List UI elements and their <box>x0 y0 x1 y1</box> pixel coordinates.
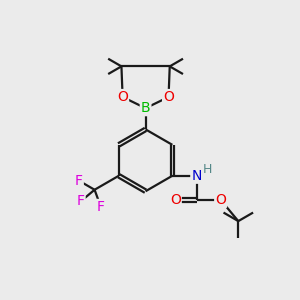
Text: H: H <box>202 163 212 176</box>
Text: B: B <box>141 101 150 115</box>
Text: O: O <box>215 193 226 207</box>
Text: O: O <box>117 90 128 104</box>
Text: O: O <box>170 193 181 207</box>
Text: F: F <box>75 174 83 188</box>
Text: O: O <box>163 90 174 104</box>
Text: F: F <box>97 200 105 214</box>
Text: N: N <box>191 169 202 183</box>
Text: F: F <box>76 194 85 208</box>
